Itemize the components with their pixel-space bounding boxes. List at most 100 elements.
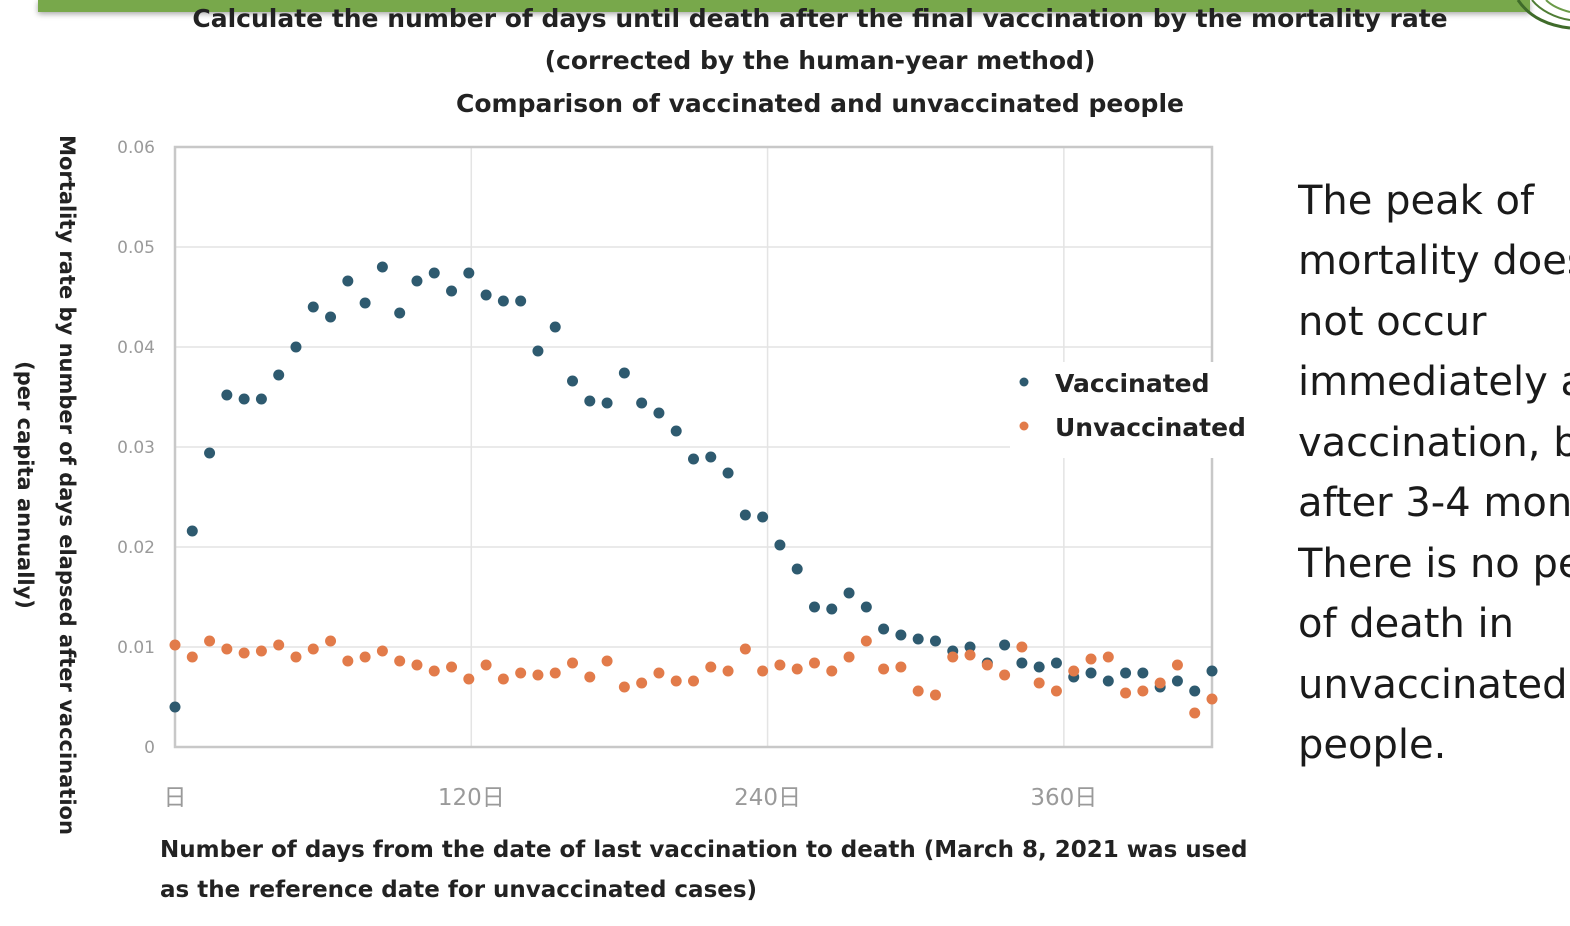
data-point-unvaccinated xyxy=(221,643,233,655)
data-point-vaccinated xyxy=(186,525,198,537)
chart-title-line-2: (corrected by the human-year method) xyxy=(544,46,1096,75)
data-point-vaccinated xyxy=(290,341,302,353)
data-point-vaccinated xyxy=(204,447,216,459)
data-point-vaccinated xyxy=(394,307,406,319)
y-tick-label: 0.03 xyxy=(117,438,155,458)
legend-marker-unvaccinated xyxy=(1019,421,1029,431)
side-annotation-box: The peak of mortality does not occur imm… xyxy=(1298,110,1570,836)
data-point-vaccinated xyxy=(273,369,285,381)
data-point-unvaccinated xyxy=(532,669,544,681)
data-point-unvaccinated xyxy=(290,651,302,663)
legend-background xyxy=(1010,362,1258,458)
chart-title-line-3: Comparison of vaccinated and unvaccinate… xyxy=(456,89,1184,118)
data-point-vaccinated xyxy=(1206,665,1218,677)
data-point-vaccinated xyxy=(878,623,890,635)
data-point-unvaccinated xyxy=(463,673,475,685)
data-point-vaccinated xyxy=(912,633,924,645)
data-point-unvaccinated xyxy=(394,655,406,667)
data-point-unvaccinated xyxy=(601,655,613,667)
y-tick-label: 0.05 xyxy=(117,238,155,258)
data-point-vaccinated xyxy=(567,375,579,387)
data-point-unvaccinated xyxy=(912,685,924,697)
data-point-vaccinated xyxy=(774,539,786,551)
data-point-vaccinated xyxy=(255,393,267,405)
data-point-vaccinated xyxy=(532,345,544,357)
data-point-vaccinated xyxy=(653,407,665,419)
data-point-unvaccinated xyxy=(757,665,769,677)
data-point-vaccinated xyxy=(1120,667,1132,679)
data-point-unvaccinated xyxy=(705,661,717,673)
data-point-unvaccinated xyxy=(999,669,1011,681)
series-layer xyxy=(169,261,1218,719)
data-point-unvaccinated xyxy=(636,677,648,689)
data-point-vaccinated xyxy=(999,639,1011,651)
data-point-unvaccinated xyxy=(895,661,907,673)
x-axis-label-line-2: as the reference date for unvaccinated c… xyxy=(160,877,758,903)
data-point-unvaccinated xyxy=(186,651,198,663)
data-point-unvaccinated xyxy=(169,639,181,651)
data-point-vaccinated xyxy=(584,395,596,407)
data-point-unvaccinated xyxy=(497,673,509,685)
data-point-vaccinated xyxy=(549,321,561,333)
data-point-unvaccinated xyxy=(808,657,820,669)
data-point-vaccinated xyxy=(757,511,769,523)
data-point-unvaccinated xyxy=(722,665,734,677)
data-point-vaccinated xyxy=(1033,661,1045,673)
data-point-unvaccinated xyxy=(325,635,337,647)
data-point-unvaccinated xyxy=(739,643,751,655)
data-point-vaccinated xyxy=(238,393,250,405)
data-point-vaccinated xyxy=(169,701,181,713)
data-point-unvaccinated xyxy=(1068,665,1080,677)
data-point-unvaccinated xyxy=(273,639,285,651)
data-point-unvaccinated xyxy=(964,649,976,661)
data-point-unvaccinated xyxy=(515,667,527,679)
scatter-chart: 00.010.020.030.040.050.06 日 120日 240日 360日 … xyxy=(117,138,1258,811)
data-point-unvaccinated xyxy=(584,671,596,683)
x-tick-label: 360日 xyxy=(1030,785,1097,811)
series-vaccinated xyxy=(169,261,1218,713)
data-point-unvaccinated xyxy=(688,675,699,687)
data-point-vaccinated xyxy=(1189,685,1201,697)
data-point-vaccinated xyxy=(705,451,717,463)
leaf-decoration-icon xyxy=(1516,0,1570,30)
data-point-vaccinated xyxy=(636,397,648,409)
legend-label-vaccinated: Vaccinated xyxy=(1055,369,1210,398)
data-point-vaccinated xyxy=(929,635,941,647)
data-point-unvaccinated xyxy=(428,665,440,677)
legend-marker-vaccinated xyxy=(1019,377,1029,387)
data-point-unvaccinated xyxy=(878,663,890,675)
data-point-unvaccinated xyxy=(981,659,993,671)
data-point-vaccinated xyxy=(497,295,509,307)
y-tick-label: 0.04 xyxy=(117,338,155,358)
data-point-vaccinated xyxy=(1137,667,1149,679)
data-point-vaccinated xyxy=(808,601,820,613)
x-tick-label: 240日 xyxy=(734,785,801,811)
data-point-vaccinated xyxy=(480,289,492,301)
data-point-unvaccinated xyxy=(255,645,267,657)
data-point-unvaccinated xyxy=(1102,651,1114,663)
data-point-unvaccinated xyxy=(1206,693,1218,705)
data-point-vaccinated xyxy=(722,467,734,479)
data-point-vaccinated xyxy=(670,425,682,437)
data-point-vaccinated xyxy=(1050,657,1062,669)
data-point-unvaccinated xyxy=(947,651,959,663)
y-tick-label: 0.01 xyxy=(117,638,155,658)
data-point-vaccinated xyxy=(221,389,233,401)
data-point-vaccinated xyxy=(325,311,337,323)
data-point-vaccinated xyxy=(411,275,423,287)
data-point-unvaccinated xyxy=(670,675,682,687)
data-point-vaccinated xyxy=(376,261,388,273)
data-point-vaccinated xyxy=(463,267,475,279)
data-point-vaccinated xyxy=(964,641,976,653)
data-point-vaccinated xyxy=(895,629,907,641)
series-unvaccinated xyxy=(169,635,1218,719)
x-axis-label: Number of days from the date of last vac… xyxy=(160,830,1300,910)
data-point-unvaccinated xyxy=(774,659,786,671)
data-point-vaccinated xyxy=(791,563,803,575)
data-point-unvaccinated xyxy=(1137,685,1149,697)
data-point-unvaccinated xyxy=(480,659,492,671)
data-point-unvaccinated xyxy=(1050,685,1062,697)
data-point-unvaccinated xyxy=(618,681,630,693)
data-point-vaccinated xyxy=(739,509,751,521)
data-point-unvaccinated xyxy=(204,635,216,647)
